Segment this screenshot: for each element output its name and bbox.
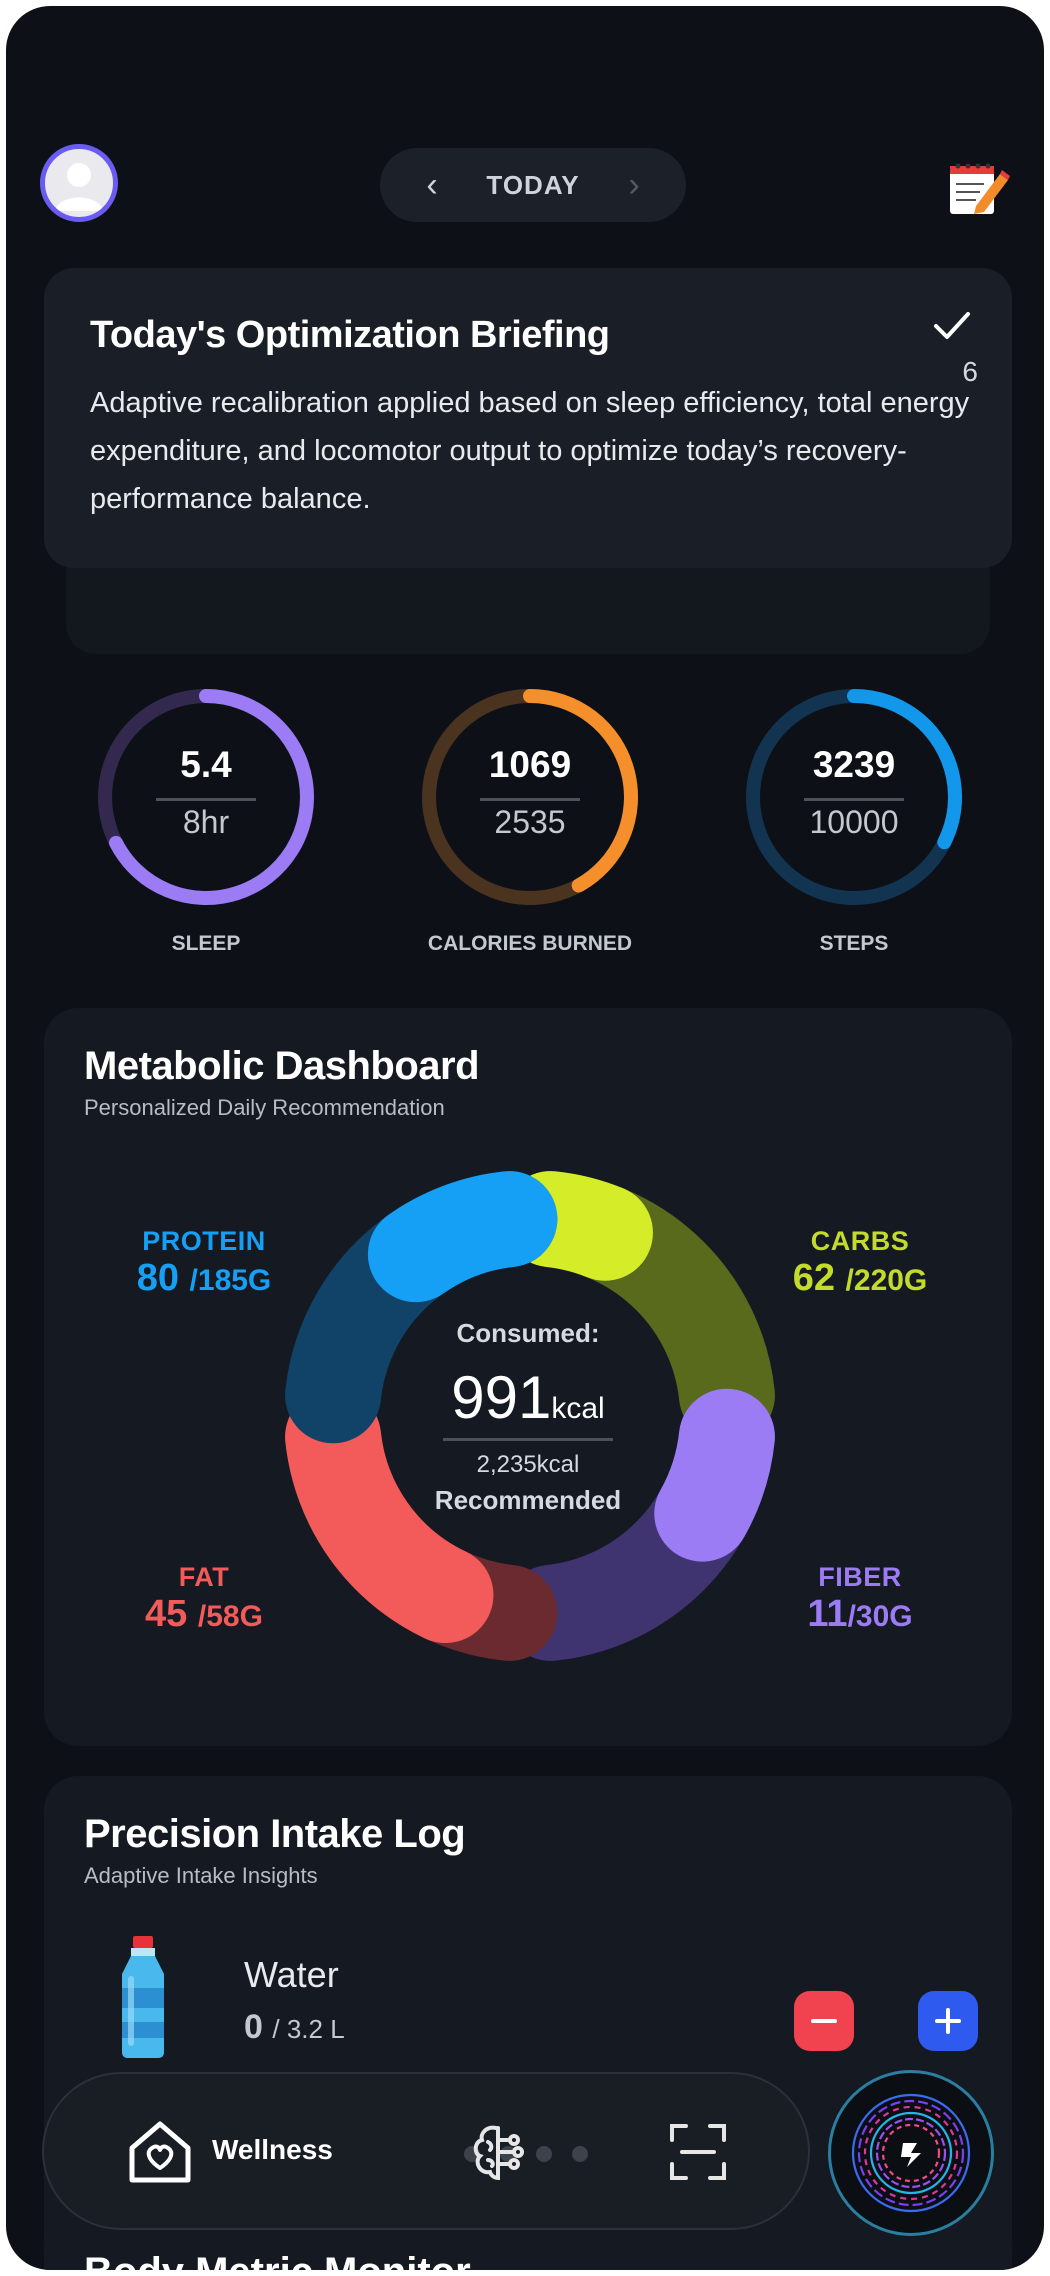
ring-divider [156, 798, 256, 801]
metabolic-subtitle: Personalized Daily Recommendation [84, 1095, 445, 1120]
water-goal: / 3.2 L [272, 2014, 345, 2044]
consumed-unit: kcal [551, 1392, 605, 1425]
water-bottle-icon [122, 1936, 164, 2058]
chevron-right-icon[interactable]: › [628, 165, 640, 204]
check-icon[interactable] [930, 304, 974, 348]
steps-ring-chart [746, 689, 962, 905]
water-row: Water 0 / 3.2 L [44, 1936, 1012, 2076]
calories-label: CALORIES BURNED [427, 932, 633, 955]
intake-title: Precision Intake Log [84, 1812, 466, 1856]
calories-ring-chart [422, 689, 638, 905]
briefing-count: 6 [962, 356, 978, 387]
date-label: TODAY [486, 169, 580, 200]
steps-ring[interactable]: 3239 10000 STEPS [739, 682, 969, 955]
ring-divider [480, 798, 580, 801]
protein-goal: /185G [189, 1264, 272, 1297]
brain-icon[interactable] [468, 2120, 534, 2184]
fiber-goal: /30G [847, 1600, 913, 1633]
ring-progress [847, 689, 962, 850]
ai-assistant-icon [851, 2093, 971, 2213]
fat-stat[interactable]: FAT 45 /58G [124, 1562, 284, 1636]
fiber-name: FIBER [818, 1562, 902, 1592]
summary-divider [443, 1438, 613, 1441]
carbs-name: CARBS [810, 1226, 910, 1256]
bottom-nav: Wellness [42, 2072, 810, 2230]
user-avatar-icon[interactable] [40, 144, 118, 222]
carbs-fill [502, 1171, 653, 1281]
sleep-value: 5.4 [180, 744, 232, 785]
increase-water-button[interactable] [918, 1991, 978, 2051]
carbs-goal: /220G [845, 1264, 928, 1297]
wellness-label[interactable]: Wellness [212, 2134, 333, 2165]
fat-value: 45 [145, 1593, 188, 1635]
water-label: Water [244, 1954, 339, 1995]
sleep-label: SLEEP [171, 932, 241, 955]
macro-donut-chart [285, 1171, 775, 1661]
steps-value: 3239 [812, 744, 896, 785]
consumed-label: Consumed: [456, 1318, 600, 1348]
steps-label: STEPS [819, 932, 889, 955]
fiber-stat[interactable]: FIBER 11/30G [780, 1562, 940, 1636]
body-metric-title: Body Metric Monitor [84, 2250, 972, 2270]
scan-icon[interactable] [668, 2122, 728, 2182]
sleep-goal: 8hr [182, 804, 230, 840]
sleep-ring[interactable]: 5.4 8hr SLEEP [91, 682, 321, 955]
carbs-stat[interactable]: CARBS 62 /220G [770, 1226, 950, 1300]
calorie-summary: Consumed: 991kcal 2,235kcal Recommended [398, 1318, 658, 1516]
recommended-value: 2,235kcal [476, 1451, 580, 1478]
app-screen: ‹ TODAY › Today's Optimization Briefing … [6, 6, 1044, 2270]
decrease-water-button[interactable] [794, 1991, 854, 2051]
calories-goal: 2535 [494, 804, 566, 840]
consumed-value: 991 [451, 1364, 552, 1431]
fiber-value: 11 [807, 1593, 848, 1635]
briefing-card[interactable]: Today's Optimization Briefing Adaptive r… [44, 268, 1012, 568]
steps-goal: 10000 [809, 804, 899, 840]
ai-assistant-button[interactable] [828, 2070, 994, 2236]
protein-value: 80 [136, 1257, 179, 1299]
fat-goal: /58G [197, 1600, 263, 1633]
page-dot [572, 2146, 588, 2162]
briefing-text: Adaptive recalibration applied based on … [90, 387, 970, 515]
fat-name: FAT [178, 1562, 230, 1592]
metabolic-dashboard-card: Metabolic Dashboard Personalized Daily R… [44, 1008, 1012, 1746]
protein-fill [367, 1171, 558, 1303]
protein-name: PROTEIN [142, 1226, 266, 1256]
carbs-value: 62 [792, 1257, 835, 1299]
chevron-left-icon[interactable]: ‹ [426, 165, 438, 204]
recommended-label: Recommended [434, 1485, 622, 1515]
protein-stat[interactable]: PROTEIN 80 /185G [114, 1226, 294, 1300]
water-value: 0 [244, 2008, 263, 2046]
ring-divider [804, 798, 904, 801]
sleep-ring-chart [98, 689, 314, 905]
page-dot [536, 2146, 552, 2162]
date-navigator: ‹ TODAY › [380, 148, 686, 222]
fiber-fill [654, 1388, 775, 1562]
intake-subtitle: Adaptive Intake Insights [84, 1863, 318, 1888]
notepad-edit-icon[interactable] [946, 158, 1012, 218]
briefing-title: Today's Optimization Briefing [90, 314, 610, 356]
metabolic-title: Metabolic Dashboard [84, 1044, 480, 1088]
calories-value: 1069 [488, 744, 572, 785]
home-heart-icon[interactable] [126, 2118, 194, 2186]
fat-fill [285, 1388, 494, 1644]
ring-progress [109, 689, 314, 905]
calories-ring[interactable]: 1069 2535 CALORIES BURNED [415, 682, 645, 955]
ring-progress [523, 689, 638, 893]
